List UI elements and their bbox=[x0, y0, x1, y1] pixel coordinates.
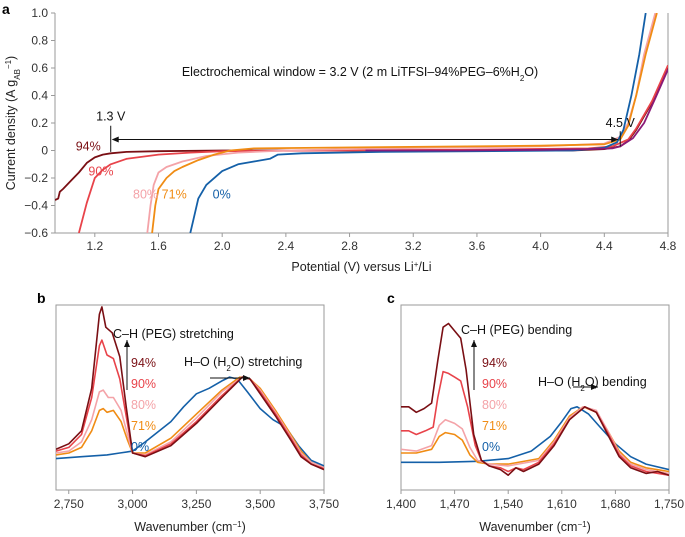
panel-a-y-tick-label: −0.6 bbox=[24, 226, 48, 240]
panel-a-y-tick-label: −0.2 bbox=[24, 171, 48, 185]
panel-c-x-tick-label: 1,400 bbox=[386, 497, 416, 511]
panel-a-x-tick-label: 1.6 bbox=[150, 239, 167, 253]
panel-b-x-tick-label: 3,000 bbox=[118, 497, 148, 511]
panel-c-legend-0: 0% bbox=[482, 440, 500, 454]
panel-c-series-0 bbox=[401, 406, 669, 471]
panel-c-x-tick-label: 1,680 bbox=[600, 497, 630, 511]
electrochemical-window-annotation: Electrochemical window = 3.2 V (2 m LiTF… bbox=[182, 65, 538, 83]
panel-b-legend-80: 80% bbox=[131, 398, 156, 412]
panel-a-x-tick-label: 2.4 bbox=[278, 239, 295, 253]
panel-b-legend-94: 94% bbox=[131, 356, 156, 370]
panel-a-series-label: 0% bbox=[213, 188, 231, 202]
panel-a-x-axis-label: Potential (V) versus Li+/Li bbox=[291, 260, 431, 275]
panel-a-series-mixedmagenta bbox=[365, 69, 668, 152]
panel-label-c: c bbox=[387, 290, 395, 306]
panel-c-legend-94: 94% bbox=[482, 356, 507, 370]
panel-c-legend-90: 90% bbox=[482, 377, 507, 391]
panel-b-x-tick-label: 3,250 bbox=[181, 497, 211, 511]
panel-c-x-tick-label: 1,610 bbox=[547, 497, 577, 511]
panel-b-x-tick-label: 2,750 bbox=[54, 497, 84, 511]
panel-a-x-tick-label: 1.2 bbox=[86, 239, 103, 253]
panel-a-y-axis-label: Current density (A gAB−1) bbox=[4, 56, 22, 190]
panel-a-x-tick-label: 4.8 bbox=[660, 239, 677, 253]
panel-a-series-71 bbox=[151, 13, 658, 233]
panel-c-ho-bending-label: H–O (H2O) bending bbox=[538, 375, 647, 393]
panel-b-x-tick-label: 3,500 bbox=[245, 497, 275, 511]
panel-b-ho-stretching-label: H–O (H2O) stretching bbox=[184, 355, 302, 373]
panel-a-x-tick-label: 3.2 bbox=[405, 239, 422, 253]
panel-b-series-71 bbox=[56, 376, 324, 469]
panel-a-y-tick-label: 0.8 bbox=[31, 34, 48, 48]
panel-a-chart: 1.2 1.6 2.0 2.4 2.8 3.2 3.6 4.0 4.4 4.8 −0.6 −0.4 −0… bbox=[4, 6, 677, 274]
panel-a-series-label: 94% bbox=[76, 140, 101, 154]
panel-c-x-tick-label: 1,750 bbox=[654, 497, 684, 511]
panel-c-frame bbox=[400, 304, 670, 491]
panel-b-ch-stretching-label: C–H (PEG) stretching bbox=[113, 327, 234, 341]
panel-b-legend-71: 71% bbox=[131, 419, 156, 433]
left-marker-label: 1.3 V bbox=[96, 109, 126, 123]
panel-a-y-tick-label: 0.2 bbox=[31, 116, 48, 130]
panel-b-legend-90: 90% bbox=[131, 377, 156, 391]
panel-label-a: a bbox=[2, 1, 10, 17]
panel-label-b: b bbox=[37, 290, 46, 306]
panel-c-chart: 1,400 1,470 1,540 1,610 1,680 1,750 94% 90% 80%… bbox=[386, 304, 684, 535]
panel-c-x-tick-label: 1,540 bbox=[493, 497, 523, 511]
panel-c-legend-71: 71% bbox=[482, 419, 507, 433]
panel-b-series-0 bbox=[56, 376, 324, 467]
panel-a-y-tick-label: 1.0 bbox=[31, 6, 48, 20]
panel-b-legend-0: 0% bbox=[131, 440, 149, 454]
panel-a-y-tick-label: −0.4 bbox=[24, 199, 48, 213]
panel-a-x-tick-label: 4.0 bbox=[532, 239, 549, 253]
panel-a-y-tick-label: 0 bbox=[41, 144, 48, 158]
right-marker-label: 4.5 V bbox=[606, 116, 636, 130]
panel-a-series-label: 71% bbox=[162, 188, 187, 202]
panel-a-series-label: 80% bbox=[133, 188, 158, 202]
panel-a-y-tick-label: 0.4 bbox=[31, 89, 48, 103]
panel-b-series-90 bbox=[56, 339, 324, 470]
panel-c-series-80 bbox=[401, 406, 669, 475]
panel-c-x-axis-label: Wavenumber (cm−1) bbox=[479, 520, 590, 535]
panel-a-y-tick-label: 0.6 bbox=[31, 61, 48, 75]
panel-c-x-tick-label: 1,470 bbox=[440, 497, 470, 511]
panel-a-series-label: 90% bbox=[88, 164, 113, 178]
panel-b-series-94 bbox=[56, 306, 324, 471]
panel-a-series-94 bbox=[55, 67, 668, 201]
panel-c-series-94 bbox=[401, 322, 669, 476]
panel-b-frame bbox=[55, 304, 325, 491]
panel-b-x-tick-label: 3,750 bbox=[309, 497, 339, 511]
panel-b-chart: 2,750 3,000 3,250 3,500 3,750 94% 90% 80% 71% 0%… bbox=[54, 304, 339, 535]
panel-c-ch-bending-label: C–H (PEG) bending bbox=[461, 323, 572, 337]
panel-b-x-axis-label: Wavenumber (cm−1) bbox=[134, 520, 245, 535]
panel-a-x-tick-label: 3.6 bbox=[469, 239, 486, 253]
panel-a-series-90 bbox=[78, 64, 668, 233]
panel-a-x-tick-label: 2.0 bbox=[214, 239, 231, 253]
panel-c-legend-80: 80% bbox=[482, 398, 507, 412]
panel-a-x-tick-label: 2.8 bbox=[341, 239, 358, 253]
panel-a-x-tick-label: 4.4 bbox=[596, 239, 613, 253]
panel-b-series-80 bbox=[56, 376, 324, 469]
panel-a-series-0 bbox=[189, 13, 647, 233]
